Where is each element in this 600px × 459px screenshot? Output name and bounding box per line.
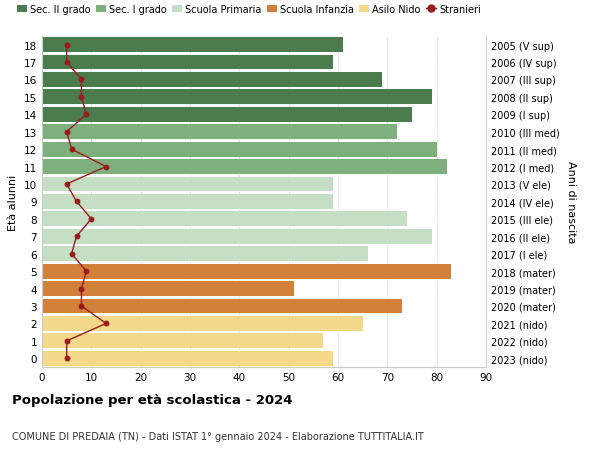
Bar — [42, 38, 343, 53]
Bar — [42, 351, 333, 366]
Bar — [42, 56, 333, 70]
Point — [62, 42, 71, 49]
Point — [77, 302, 86, 310]
Point — [101, 163, 111, 171]
Point — [77, 77, 86, 84]
Text: Popolazione per età scolastica - 2024: Popolazione per età scolastica - 2024 — [12, 393, 293, 406]
Bar — [42, 107, 412, 123]
Bar — [42, 125, 397, 140]
Point — [72, 198, 82, 206]
Y-axis label: Età alunni: Età alunni — [8, 174, 19, 230]
Bar — [42, 160, 446, 174]
Point — [62, 355, 71, 362]
Bar — [42, 90, 432, 105]
Point — [101, 320, 111, 327]
Point — [77, 94, 86, 101]
Point — [67, 146, 76, 153]
Bar — [42, 264, 451, 279]
Point — [62, 59, 71, 67]
Point — [86, 216, 96, 223]
Text: COMUNE DI PREDAIA (TN) - Dati ISTAT 1° gennaio 2024 - Elaborazione TUTTITALIA.IT: COMUNE DI PREDAIA (TN) - Dati ISTAT 1° g… — [12, 431, 424, 441]
Legend: Sec. II grado, Sec. I grado, Scuola Primaria, Scuola Infanzia, Asilo Nido, Stran: Sec. II grado, Sec. I grado, Scuola Prim… — [17, 5, 481, 15]
Bar — [42, 281, 293, 297]
Bar — [42, 334, 323, 348]
Bar — [42, 142, 437, 157]
Bar — [42, 230, 432, 244]
Point — [82, 268, 91, 275]
Bar — [42, 195, 333, 209]
Point — [67, 251, 76, 258]
Point — [82, 112, 91, 119]
Bar — [42, 247, 368, 262]
Bar — [42, 73, 382, 88]
Y-axis label: Anni di nascita: Anni di nascita — [566, 161, 576, 243]
Point — [62, 337, 71, 345]
Bar — [42, 177, 333, 192]
Bar — [42, 299, 402, 313]
Point — [72, 233, 82, 241]
Bar — [42, 212, 407, 227]
Point — [62, 181, 71, 188]
Bar — [42, 316, 362, 331]
Point — [62, 129, 71, 136]
Point — [77, 285, 86, 292]
